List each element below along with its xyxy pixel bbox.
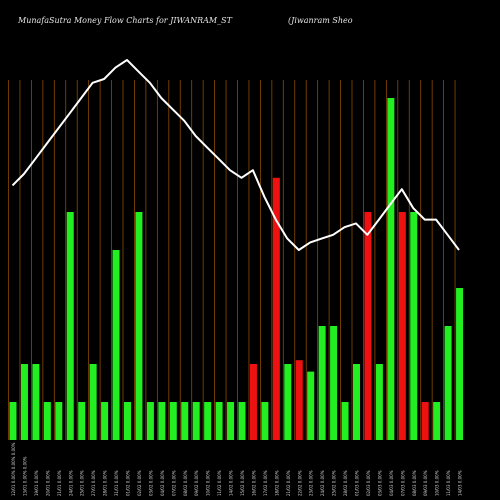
bar [215,402,223,440]
x-tick-label: 24/02 0.00% [320,470,325,496]
x-tick-label: 04/02 0.00% [160,470,165,496]
x-tick-label: 28/02 0.00% [343,470,348,496]
x-tick-label: 25/02 0.00% [332,470,337,496]
x-tick-label: 21/02 0.00% [286,470,291,496]
x-tick-label: 19/01 0.00% [34,470,39,496]
bar [398,212,406,440]
bar [261,402,269,440]
x-tick-label: 03/02 0.00% [148,470,153,496]
chart-title: MunafaSutra Money Flow Charts for JIWANR… [17,16,233,25]
bar [135,212,143,440]
x-tick-label: 09/02 0.00% [194,470,199,496]
bar [421,402,429,440]
bar [124,402,131,440]
bar [272,177,280,441]
bar [55,402,63,440]
bar [32,364,40,440]
bar [20,364,28,440]
bar [364,212,372,440]
money-flow-line [11,59,460,251]
bar [9,402,17,440]
x-tick-label: 16/02 0.00% [251,470,256,496]
x-tick-label: 22/02 0.00% [297,470,302,496]
x-tick-label: 31/01 0.00% [114,470,119,496]
x-tick-label: 21/01 0.00% [57,470,62,496]
bar [307,371,315,440]
x-tick-label: 02/03 0.00% [366,470,371,496]
x-tick-label: 27/01 0.00% [91,470,96,496]
bar [158,402,166,440]
bar [78,402,86,440]
x-tick-label: 12/01 0.00% 0.00% 0.00% [11,442,16,496]
bar [227,402,235,440]
x-tick-label: 28/01 0.00% [103,470,108,496]
bar [375,364,383,440]
x-tick-label: 13/01 0.00% 0.00% [22,456,27,496]
bar [204,402,212,440]
x-tick-label: 07/02 0.00% [171,470,176,496]
x-tick-label: 18/02 0.00% [274,470,279,496]
bar [341,402,349,440]
bar [410,212,418,440]
bar [318,326,326,440]
bar [433,402,441,440]
bar [146,402,154,440]
bar [456,288,464,440]
x-tick-label: 14/02 0.00% [229,470,234,496]
line-series [11,59,460,251]
bar [387,98,395,440]
bar [43,402,51,440]
x-tick-label: 11/02 0.00% [217,470,222,496]
x-tick-label: 10/02 0.00% [206,470,211,496]
x-tick-label: 11/03 0.00% [446,470,451,496]
x-tick-labels: 12/01 0.00% 0.00% 0.00% 13/01 0.00% 0.00%… [11,442,463,496]
bar [66,212,74,440]
x-tick-label: 07/03 0.00% [400,470,405,496]
x-tick-label: 04/03 0.00% [389,470,394,496]
x-tick-label: 10/03 0.00% [435,470,440,496]
bar [284,364,292,440]
x-tick-label: 20/01 0.00% [45,470,50,496]
x-tick-label: 15/02 0.00% [240,470,245,496]
x-tick-label: 01/03 0.00% [355,470,360,496]
bar [238,402,246,440]
x-tick-label: 01/02 0.00% [126,470,131,496]
bar [181,402,189,440]
x-tick-label: 09/03 0.00% [423,470,428,496]
x-tick-label: 24/01 0.00% [68,470,73,496]
bars [9,98,464,441]
grid-lines [8,80,456,440]
x-tick-label: 08/02 0.00% [183,470,188,496]
bar [192,402,200,440]
bar [112,250,120,440]
chart-subtitle: (Jiwanram Sheo [288,16,353,25]
bar [89,364,97,440]
x-tick-label: 03/03 0.00% [377,470,382,496]
bar [249,364,257,440]
x-tick-label: 02/02 0.00% [137,470,142,496]
x-tick-label: 25/01 0.00% [80,470,85,496]
bar [353,364,360,440]
bar [101,402,109,440]
bar [444,326,452,440]
bar [330,326,338,440]
x-tick-label: 23/02 0.00% [309,470,314,496]
x-tick-label: 17/02 0.00% [263,470,268,496]
x-tick-label: 14/03 0.00% [458,470,463,496]
bar [169,402,177,440]
x-tick-label: 08/03 0.00% [412,470,417,496]
bar [295,360,303,440]
